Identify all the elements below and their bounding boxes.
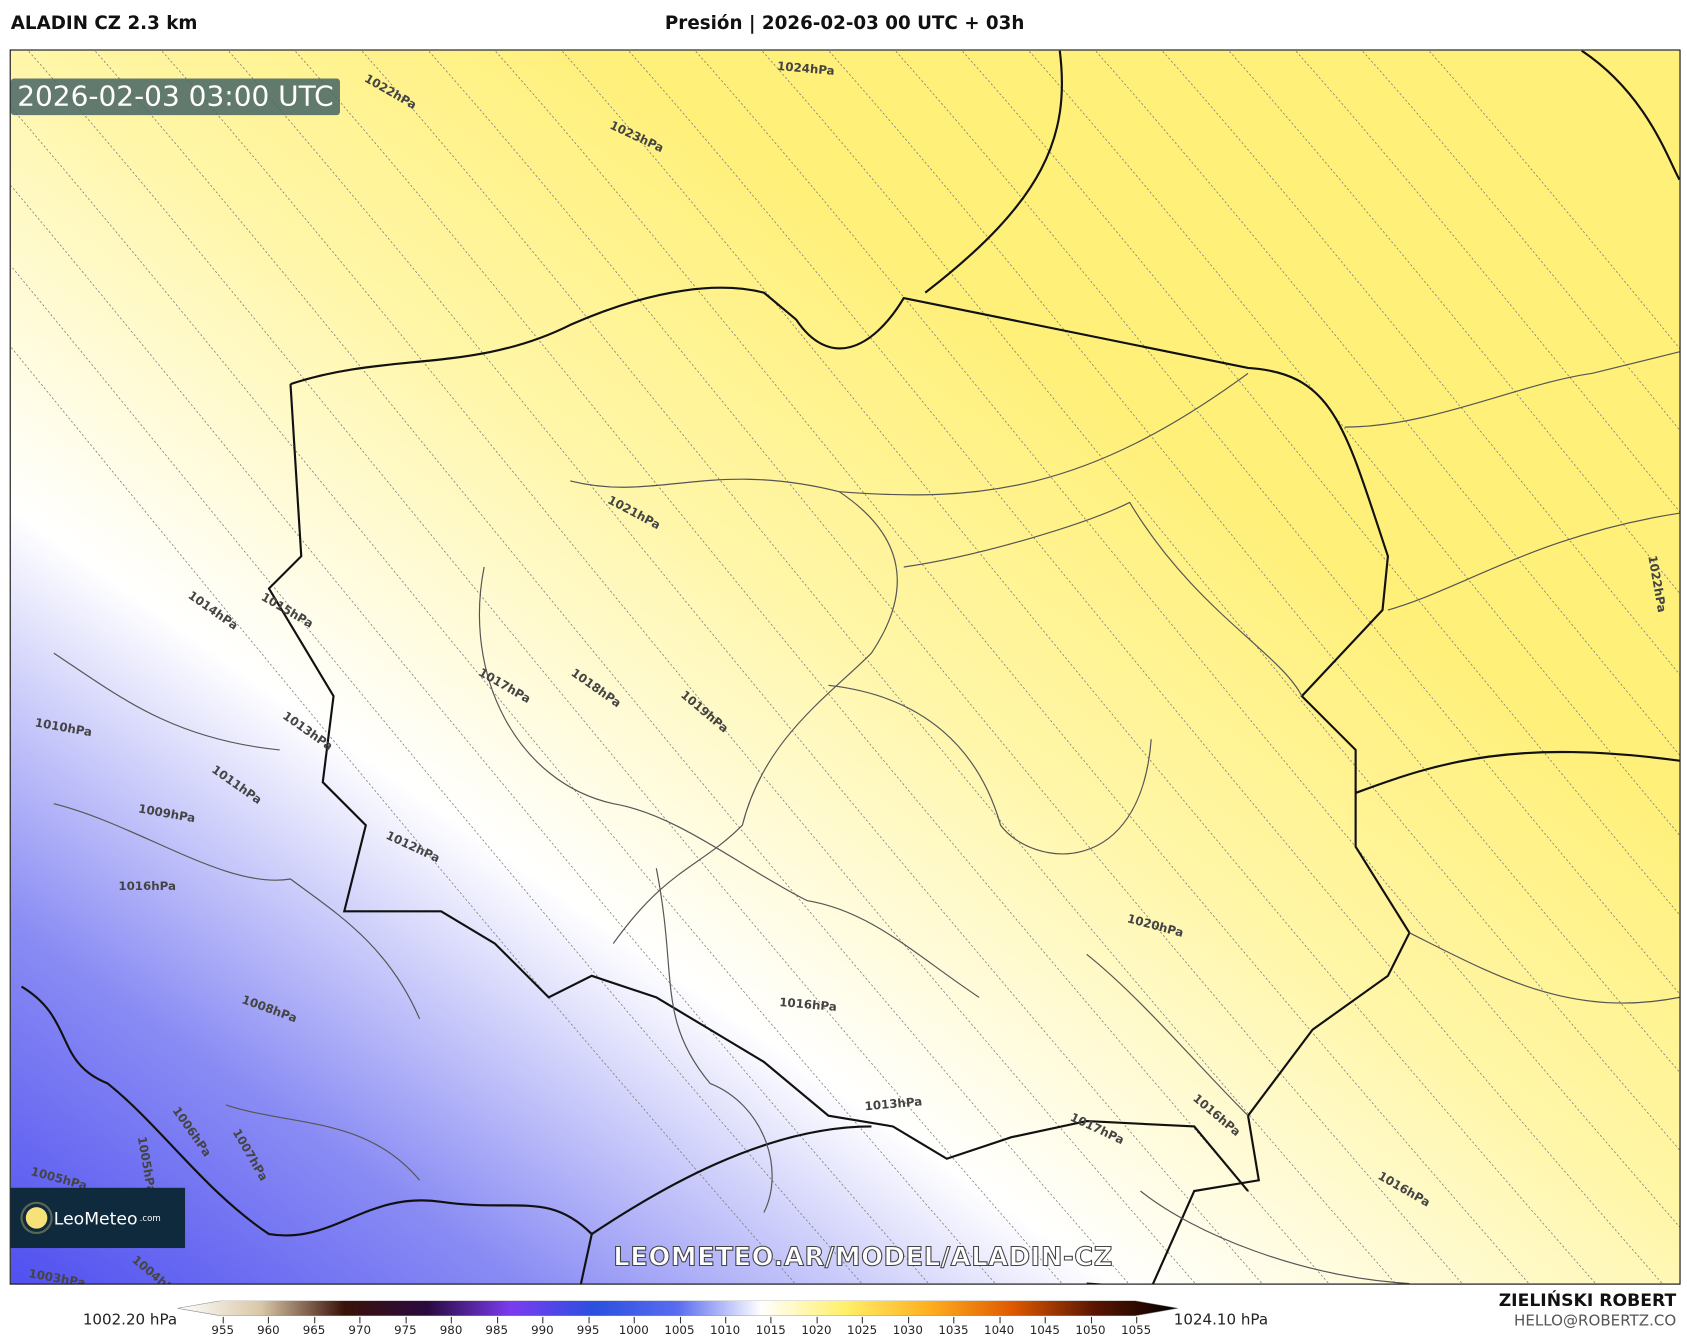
- colorbar-tick-mark: [862, 1316, 864, 1324]
- colorbar-tick-mark: [588, 1316, 590, 1324]
- colorbar-tick-label: 995: [576, 1323, 600, 1338]
- chart-title: Presión | 2026-02-03 00 UTC + 03h: [664, 12, 1025, 35]
- colorbar-tick-label: 1025: [847, 1323, 878, 1338]
- colorbar-tick-mark: [1136, 1316, 1138, 1324]
- colorbar-tick-label: 985: [485, 1323, 509, 1338]
- colorbar-tick-label: 965: [302, 1323, 326, 1338]
- isobar-line: [694, 50, 1680, 1228]
- colorbar: [177, 1300, 1179, 1316]
- isobar-line: [227, 50, 1263, 1284]
- isobar-line: [1361, 50, 1680, 431]
- isobar-line: [1228, 50, 1680, 594]
- colorbar-min-label: 1002.20 hPa: [82, 1311, 178, 1329]
- valid-time-stamp: 2026-02-03 03:00 UTC: [10, 78, 341, 116]
- isobar-line: [1028, 50, 1680, 836]
- author-email[interactable]: HELLO@ROBERTZ.CO: [1514, 1312, 1677, 1330]
- isobar-line: [27, 50, 1063, 1284]
- isobar-line: [1094, 50, 1680, 756]
- colorbar-tick-label: 1035: [938, 1323, 969, 1338]
- isobar-label: 1016hPa: [779, 995, 838, 1014]
- colorbar-tick-mark: [725, 1316, 727, 1324]
- colorbar-tick-mark: [907, 1316, 909, 1324]
- sun-icon: [25, 1207, 48, 1229]
- pressure-map[interactable]: 1024hPa 1023hPa 1022hPa 1021hPa 1020hPa 1019h…: [9, 49, 1681, 1285]
- colorbar-tick-label: 1005: [664, 1323, 695, 1338]
- colorbar-tick-mark: [679, 1316, 681, 1324]
- colorbar-tick-mark: [999, 1316, 1001, 1324]
- isobar-line: [360, 50, 1396, 1284]
- pressure-field: [10, 50, 1680, 1284]
- isobar-line: [627, 50, 1663, 1284]
- colorbar-tick-label: 970: [348, 1323, 372, 1338]
- author-name: ZIELIŃSKI ROBERT: [1498, 1290, 1677, 1311]
- colorbar-tick-label: 955: [211, 1323, 235, 1338]
- colorbar-tick-label: 980: [439, 1323, 463, 1338]
- colorbar-tick-mark: [953, 1316, 955, 1324]
- colorbar-tick-mark: [496, 1316, 498, 1324]
- isobar-line: [427, 50, 1463, 1284]
- colorbar-tick-label: 990: [531, 1323, 554, 1338]
- isobar-line: [561, 50, 1597, 1284]
- isobar-line: [761, 50, 1680, 1151]
- isobar-line: [1294, 50, 1680, 513]
- isobar-line: [10, 346, 796, 1284]
- isobar-label: 1013hPa: [864, 1094, 923, 1113]
- isobar-line: [827, 50, 1680, 1073]
- isobar-line: [894, 50, 1680, 995]
- logo-text: LeoMeteo: [53, 1207, 138, 1229]
- isobar-line: [294, 50, 1330, 1284]
- colorbar-tick-mark: [770, 1316, 772, 1324]
- isobar-line: [1428, 50, 1680, 349]
- isobar-line: [10, 106, 996, 1284]
- colorbar-tick-mark: [451, 1316, 453, 1324]
- author-credit: ZIELIŃSKI ROBERT HELLO@ROBERTZ.CO: [1499, 1290, 1677, 1330]
- isobar-line: [1161, 50, 1680, 675]
- colorbar-tick-label: 1055: [1121, 1323, 1152, 1338]
- colorbar-tick-label: 975: [394, 1323, 417, 1338]
- region-borders: [53, 351, 1680, 1284]
- isobar-line: [160, 50, 1196, 1284]
- colorbar-tick-mark: [268, 1316, 270, 1324]
- colorbar-tick-label: 1000: [618, 1323, 649, 1338]
- colorbar-tick-mark: [359, 1316, 361, 1324]
- colorbar-tick-mark: [816, 1316, 818, 1324]
- country-borders: [20, 50, 1680, 1284]
- colorbar-tick-mark: [314, 1316, 316, 1324]
- isobar-line: [494, 50, 1530, 1284]
- colorbar-tick-mark: [1044, 1316, 1046, 1324]
- colorbar-tick-mark: [405, 1316, 407, 1324]
- leometeo-logo: LeoMeteo .com: [10, 1187, 186, 1249]
- colorbar-tick-label: 1030: [892, 1323, 923, 1338]
- map-canvas: 1024hPa1023hPa1022hPa1021hPa1020hPa1019h…: [10, 50, 1680, 1284]
- colorbar-tick-mark: [1090, 1316, 1092, 1324]
- colorbar-tick-label: 1050: [1075, 1323, 1106, 1338]
- colorbar-tick-mark: [542, 1316, 544, 1324]
- isobar-label: 1024hPa: [777, 59, 836, 78]
- isobar-label: 1016hPa: [118, 879, 176, 893]
- model-name: ALADIN CZ 2.3 km: [10, 12, 198, 35]
- colorbar-tick-label: 1040: [984, 1323, 1015, 1338]
- colorbar-tick-mark: [633, 1316, 635, 1324]
- colorbar-tick-label: 1020: [801, 1323, 832, 1338]
- isobar-line: [10, 265, 863, 1284]
- colorbar-tick-label: 1015: [755, 1323, 786, 1338]
- colorbar-tick-label: 1010: [710, 1323, 741, 1338]
- colorbar-max-label: 1024.10 hPa: [1173, 1311, 1269, 1329]
- colorbar-tick-label: 960: [257, 1323, 280, 1338]
- isobar-line: [961, 50, 1680, 916]
- isobar-line: [94, 50, 1130, 1284]
- watermark: LEOMETEO.AR/MODEL/ALADIN-CZ: [613, 1241, 1113, 1272]
- colorbar-tick-mark: [222, 1316, 224, 1324]
- isobar-line: [10, 184, 929, 1284]
- colorbar-tick-label: 1045: [1029, 1323, 1060, 1338]
